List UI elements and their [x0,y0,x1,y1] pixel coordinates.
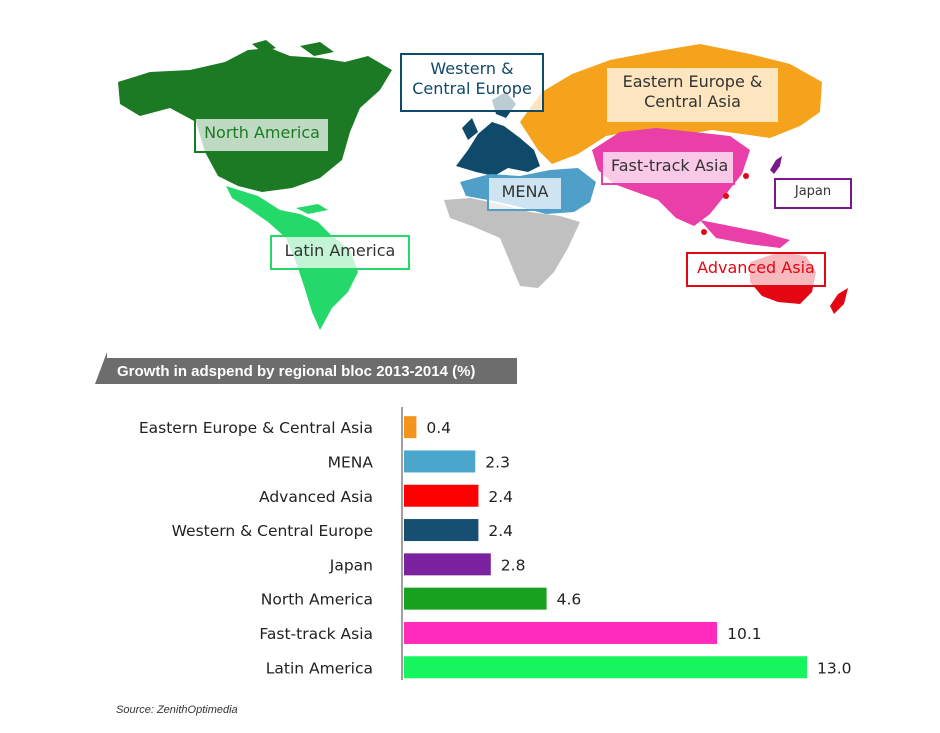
bar [404,416,417,439]
north-america-shape [118,40,392,192]
region-label-japan: Japan [774,178,852,209]
category-label: Latin America [266,659,373,677]
source-note: Source: ZenithOptimedia [116,704,238,716]
region-label-latin-america: Latin America [270,235,410,270]
region-label-eastern-europe-central-asia: Eastern Europe & Central Asia [605,66,780,124]
bar [404,587,547,610]
category-label: North America [261,591,373,609]
category-label: Western & Central Europe [172,522,373,540]
region-label-mena: MENA [487,176,563,211]
region-label-fast-track-asia: Fast-track Asia [601,150,735,185]
chart-title: Growth in adspend by regional bloc 2013-… [107,358,517,384]
japan-shape [770,156,782,174]
category-label: Eastern Europe & Central Asia [139,419,373,437]
bar [404,553,491,576]
chart-title-decoration [95,352,107,384]
bar [404,450,476,473]
value-label: 2.4 [488,522,513,540]
bar-chart: Eastern Europe & Central Asia MENA Advance… [139,407,852,680]
latin-america-shape [226,186,358,330]
bar [404,656,807,679]
value-label: 10.1 [727,625,762,643]
bar [404,621,718,644]
value-label: 2.4 [488,488,513,506]
world-map [118,40,848,330]
bar [404,484,479,507]
value-label: 4.6 [557,591,582,609]
fast-track-asia-shape [592,128,790,248]
category-label: Japan [329,556,373,574]
category-label: MENA [328,453,374,471]
bar [404,519,479,542]
region-label-western-central-europe: Western & Central Europe [400,53,544,112]
region-label-north-america: North America [194,117,330,153]
value-label: 13.0 [817,659,852,677]
category-label: Fast-track Asia [259,625,373,643]
africa-shape [444,198,580,288]
value-label: 0.4 [426,419,451,437]
value-label: 2.8 [501,556,526,574]
region-label-advanced-asia: Advanced Asia [686,252,826,287]
category-label: Advanced Asia [259,488,373,506]
value-label: 2.3 [485,453,510,471]
